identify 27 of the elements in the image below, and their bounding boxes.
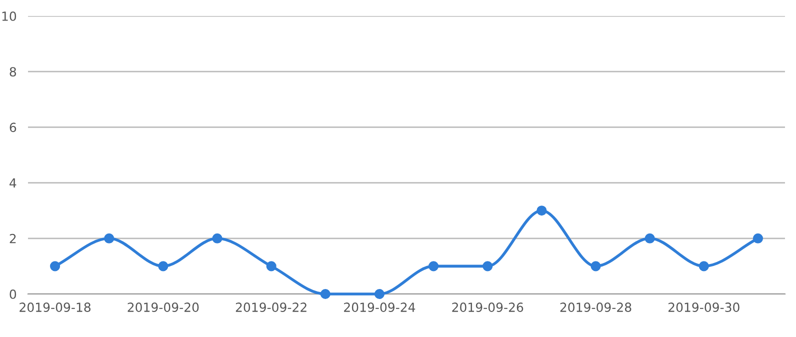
point [104, 233, 114, 244]
point [698, 261, 709, 272]
point [266, 261, 276, 272]
x-tick-label: 2019-09-28 [560, 302, 632, 312]
point [320, 288, 330, 300]
point [158, 261, 168, 272]
point [50, 261, 60, 272]
x-tick-label: 2019-09-26 [452, 302, 524, 312]
y-tick-label: 4 [10, 178, 16, 188]
x-tick-label: 2019-09-24 [344, 302, 416, 312]
point [212, 233, 222, 244]
point [752, 233, 763, 244]
y-tick-label: 6 [10, 122, 16, 132]
point [644, 233, 655, 244]
point [374, 288, 384, 300]
y-tick-label: 10 [2, 11, 16, 21]
point [536, 206, 547, 216]
y-tick-label: 0 [10, 289, 16, 299]
y-tick-label: 2 [10, 234, 16, 244]
x-tick-label: 2019-09-20 [128, 302, 199, 312]
y-tick-label: 8 [10, 67, 16, 77]
x-tick-label: 2019-09-30 [668, 302, 740, 312]
x-tick-label: 2019-09-22 [236, 302, 306, 312]
x-tick-label: 2019-09-18 [20, 302, 90, 312]
point [482, 261, 493, 272]
point [590, 261, 601, 272]
point [428, 261, 439, 272]
